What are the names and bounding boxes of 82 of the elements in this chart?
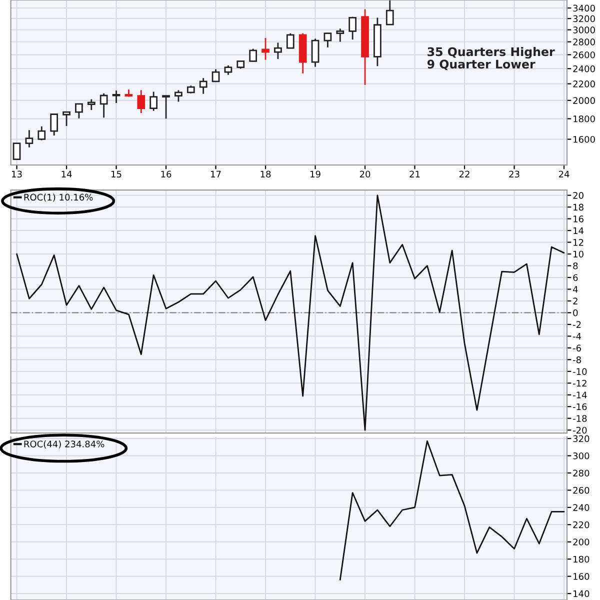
y-tick-label: 6 (573, 274, 578, 282)
y-tick-label: 280 (573, 470, 590, 477)
y-tick-label: 16 (574, 216, 584, 222)
x-tick-label: 16 (161, 170, 172, 178)
x-tick-label: 20 (360, 170, 370, 178)
y-tick-label: -4 (572, 333, 582, 340)
candlestick (112, 90, 120, 104)
x-tick-label: 17 (211, 170, 221, 178)
candlestick (199, 77, 208, 95)
x-tick-label: 15 (112, 170, 122, 178)
candlestick (224, 64, 232, 76)
y-tick-label: 1600 (574, 136, 595, 143)
y-tick-label: 18 (574, 204, 584, 211)
x-tick-label: 18 (260, 170, 271, 178)
candlestick (87, 98, 96, 111)
y-tick-label: -14 (572, 392, 587, 398)
y-tick-label: 1800 (574, 115, 595, 122)
y-tick-label: 2800 (573, 38, 595, 46)
y-tick-label: 4 (572, 286, 578, 293)
annotation: 9 Quarter Lower (427, 60, 536, 70)
candlestick (162, 94, 170, 120)
x-tick-label: 24 (558, 170, 570, 178)
x-tick-label: 22 (459, 170, 470, 178)
y-tick-label: -12 (572, 380, 586, 387)
candlestick (25, 129, 34, 148)
candlestick (348, 16, 357, 40)
y-tick-label: -16 (572, 403, 587, 410)
y-tick-label: 240 (573, 504, 590, 511)
candlestick (286, 32, 294, 49)
y-tick-label: 8 (573, 262, 578, 270)
y-tick-label: 200 (573, 538, 590, 546)
candlestick (274, 42, 282, 60)
candlestick (38, 126, 46, 141)
x-tick-label: 21 (410, 170, 420, 178)
annotation: 35 Quarters Higher (428, 47, 555, 59)
candlestick (249, 48, 258, 62)
y-tick-label: 2400 (573, 65, 595, 72)
y-tick-label: -6 (572, 344, 581, 352)
line-series (16, 194, 565, 431)
candlestick (212, 68, 220, 82)
x-tick-label: 23 (509, 170, 520, 178)
y-tick-label: 300 (573, 452, 590, 460)
y-tick-label: -2 (572, 321, 581, 328)
candlestick (100, 92, 108, 118)
x-tick-label: 14 (62, 170, 72, 178)
y-tick-label: 2000 (573, 97, 595, 104)
legend-label: ROC(1) 10.16% (24, 194, 93, 202)
y-tick-label: 3400 (573, 4, 595, 12)
y-tick-label: 320 (573, 435, 590, 442)
candlestick (62, 110, 70, 127)
y-tick-label: -10 (572, 368, 587, 375)
y-tick-label: -20 (572, 426, 587, 434)
y-tick-label: 2 (573, 298, 578, 304)
x-tick-label: 13 (12, 170, 22, 178)
y-tick-label: 180 (574, 556, 590, 563)
line-series (339, 440, 565, 580)
y-tick-label: 0 (573, 309, 578, 316)
candlestick (311, 38, 320, 68)
y-tick-label: 3200 (573, 15, 595, 22)
legend-label: ROC(44) 234.84% (24, 440, 104, 448)
candlestick (336, 28, 344, 42)
y-tick-label: 2200 (573, 80, 595, 88)
candlestick (324, 32, 332, 48)
y-tick-label: 220 (573, 521, 590, 528)
candlestick (50, 114, 58, 136)
candlestick (174, 89, 182, 102)
y-tick-label: 20 (573, 192, 584, 199)
y-tick-label: 160 (574, 573, 590, 580)
x-tick-label: 19 (310, 170, 320, 178)
candlestick (150, 91, 158, 112)
candlestick (137, 89, 146, 114)
y-tick-label: 260 (573, 486, 590, 494)
y-tick-label: 140 (574, 590, 590, 598)
y-tick-label: 10 (574, 250, 584, 258)
candlestick (75, 103, 83, 120)
y-tick-label: -18 (572, 415, 587, 422)
y-tick-label: 12 (574, 238, 584, 246)
y-tick-label: 2600 (573, 51, 595, 58)
y-tick-label: 3000 (573, 26, 595, 34)
y-tick-label: -8 (572, 356, 581, 364)
y-tick-label: 14 (574, 227, 584, 234)
candlestick (262, 37, 270, 61)
